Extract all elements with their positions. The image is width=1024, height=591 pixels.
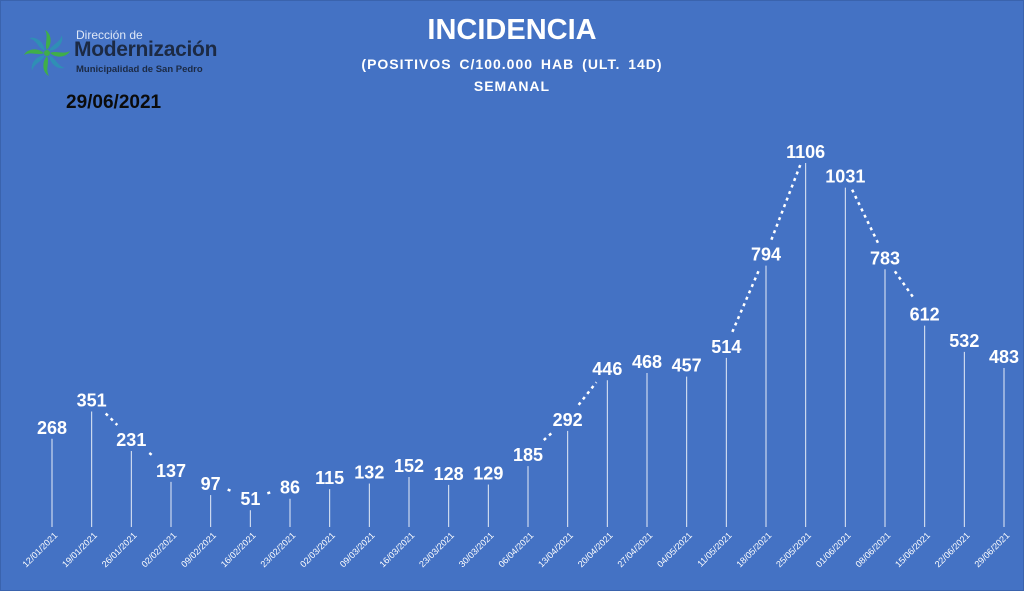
- data-label: 351: [77, 390, 107, 410]
- chart-title: INCIDENCIA: [427, 14, 597, 46]
- x-tick-label: 16/02/2021: [219, 530, 258, 569]
- x-tick-label: 16/03/2021: [377, 530, 416, 569]
- data-label: 446: [592, 359, 622, 379]
- x-tick-label: 09/03/2021: [338, 530, 377, 569]
- x-tick-label: 12/01/2021: [20, 530, 59, 569]
- data-label: 97: [201, 474, 221, 494]
- logo-sub-text: Municipalidad de San Pedro: [76, 64, 203, 75]
- data-label: 783: [870, 248, 900, 268]
- x-tick-label: 19/01/2021: [60, 530, 99, 569]
- x-tick-label: 13/04/2021: [536, 530, 575, 569]
- x-tick-label: 23/02/2021: [258, 530, 297, 569]
- logo-main-text: Modernización: [74, 38, 218, 61]
- x-tick-label: 26/01/2021: [100, 530, 139, 569]
- data-label: 129: [473, 464, 503, 484]
- data-label: 86: [280, 478, 300, 498]
- logo-top-text: Dirección de: [76, 28, 143, 42]
- data-label: 468: [632, 352, 662, 372]
- series-line-segment: [893, 270, 916, 301]
- chart-subtitle-frequency: SEMANAL: [473, 78, 551, 94]
- x-tick-label: 09/02/2021: [179, 530, 218, 569]
- x-tick-label: 23/03/2021: [417, 530, 456, 569]
- data-label: 794: [751, 245, 781, 265]
- x-tick-label: 11/05/2021: [695, 530, 733, 568]
- data-label: 268: [37, 418, 67, 438]
- x-tick-label: 20/04/2021: [576, 530, 615, 569]
- series-line-segment: [542, 431, 553, 442]
- series-line-segment: [851, 189, 880, 244]
- data-label: 1031: [825, 167, 865, 187]
- data-label: 132: [354, 463, 384, 483]
- data-label: 51: [240, 489, 260, 509]
- x-tick-label: 15/06/2021: [893, 530, 932, 569]
- series-line-segment: [148, 451, 154, 457]
- data-label: 152: [394, 456, 424, 476]
- x-tick-label: 30/03/2021: [457, 530, 496, 569]
- series-line-segment: [770, 164, 802, 241]
- chart-subtitle: (POSITIVOS C/100.000 HAB (ULT. 14D): [361, 56, 663, 72]
- x-tick-label: 04/05/2021: [655, 530, 694, 569]
- x-tick-label: 29/06/2021: [972, 530, 1011, 569]
- data-label: 457: [672, 356, 702, 376]
- x-tick-label: 27/04/2021: [615, 530, 654, 569]
- logo: Dirección de Modernización Municipalidad…: [22, 28, 222, 80]
- data-label: 231: [116, 430, 146, 450]
- data-label: 514: [711, 337, 741, 357]
- x-tick-label: 08/06/2021: [853, 530, 892, 569]
- x-tick-label: 02/02/2021: [139, 530, 178, 569]
- data-label: 1106: [786, 142, 825, 162]
- data-label: 483: [989, 347, 1019, 367]
- x-tick-label: 25/05/2021: [774, 530, 813, 569]
- series-line-segment: [577, 381, 598, 406]
- x-tick-label: 06/04/2021: [496, 530, 535, 569]
- series-line-segment: [227, 488, 234, 493]
- series-line-segment: [104, 412, 119, 426]
- data-label: 137: [156, 461, 186, 481]
- x-tick-label: 01/06/2021: [814, 530, 853, 569]
- data-label: 115: [315, 468, 344, 488]
- leaf-star-icon: [24, 30, 70, 76]
- report-date: 29/06/2021: [66, 92, 162, 113]
- x-tick-label: 18/05/2021: [734, 530, 773, 569]
- series-line-segment: [731, 267, 762, 333]
- data-label: 292: [553, 410, 583, 430]
- data-label: 532: [949, 331, 979, 351]
- x-tick-label: 22/06/2021: [933, 530, 972, 569]
- x-tick-label: 02/03/2021: [298, 530, 337, 569]
- series-line-segment: [266, 490, 274, 495]
- data-label: 128: [434, 464, 464, 484]
- data-label: 612: [910, 305, 940, 325]
- data-label: 185: [513, 445, 543, 465]
